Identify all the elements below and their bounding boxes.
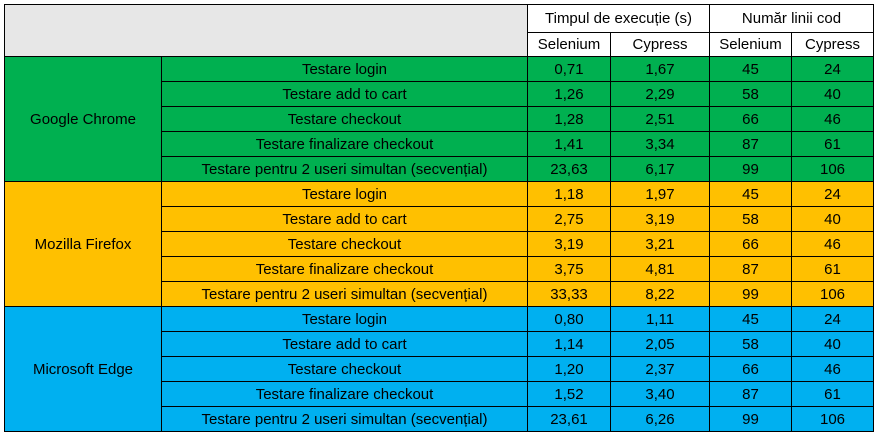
time-selenium-value: 33,33 (527, 281, 611, 307)
test-name: Testare add to cart (161, 206, 528, 232)
table-row: Testare pentru 2 useri simultan (secvenț… (4, 406, 874, 432)
time-cypress-value: 3,21 (610, 231, 710, 257)
test-name: Testare login (161, 306, 528, 332)
lines-cypress-value: 106 (791, 406, 874, 432)
time-cypress-value: 3,40 (610, 381, 710, 407)
header-lines-selenium: Selenium (709, 32, 792, 57)
lines-cypress-value: 61 (791, 131, 874, 157)
browser-label-edge: Microsoft Edge (4, 306, 162, 432)
lines-selenium-value: 58 (709, 81, 792, 107)
lines-cypress-value: 61 (791, 381, 874, 407)
lines-cypress-value: 24 (791, 181, 874, 207)
time-cypress-value: 2,37 (610, 356, 710, 382)
table-row: Testare pentru 2 useri simultan (secvenț… (4, 281, 874, 307)
lines-cypress-value: 40 (791, 81, 874, 107)
lines-selenium-value: 58 (709, 331, 792, 357)
test-name: Testare pentru 2 useri simultan (secvenț… (161, 406, 528, 432)
lines-selenium-value: 45 (709, 56, 792, 82)
time-selenium-value: 1,18 (527, 181, 611, 207)
test-name: Testare add to cart (161, 331, 528, 357)
results-table: Timpul de execuție (s) Număr linii cod S… (4, 4, 874, 432)
lines-cypress-value: 40 (791, 206, 874, 232)
lines-selenium-value: 66 (709, 106, 792, 132)
header-time-cypress: Cypress (610, 32, 710, 57)
table-row: Mozilla Firefox Testare login 1,18 1,97 … (4, 181, 874, 307)
test-name: Testare login (161, 181, 528, 207)
time-selenium-value: 0,71 (527, 56, 611, 82)
header-code-lines: Număr linii cod (709, 4, 874, 33)
time-cypress-value: 3,19 (610, 206, 710, 232)
test-name: Testare checkout (161, 231, 528, 257)
lines-selenium-value: 45 (709, 306, 792, 332)
time-cypress-value: 2,29 (610, 81, 710, 107)
time-cypress-value: 8,22 (610, 281, 710, 307)
lines-cypress-value: 24 (791, 306, 874, 332)
lines-cypress-value: 61 (791, 256, 874, 282)
lines-cypress-value: 106 (791, 281, 874, 307)
time-cypress-value: 2,51 (610, 106, 710, 132)
lines-selenium-value: 45 (709, 181, 792, 207)
time-cypress-value: 1,67 (610, 56, 710, 82)
time-cypress-value: 2,05 (610, 331, 710, 357)
test-name: Testare checkout (161, 356, 528, 382)
time-selenium-value: 3,19 (527, 231, 611, 257)
test-name: Testare add to cart (161, 81, 528, 107)
lines-cypress-value: 106 (791, 156, 874, 182)
lines-selenium-value: 87 (709, 381, 792, 407)
lines-cypress-value: 24 (791, 56, 874, 82)
lines-cypress-value: 46 (791, 106, 874, 132)
time-selenium-value: 2,75 (527, 206, 611, 232)
header-lines-cypress: Cypress (791, 32, 874, 57)
time-cypress-value: 3,34 (610, 131, 710, 157)
table-row: Microsoft Edge Testare login 0,80 1,11 4… (4, 306, 874, 432)
test-name: Testare finalizare checkout (161, 381, 528, 407)
test-name: Testare login (161, 56, 528, 82)
test-name: Testare finalizare checkout (161, 256, 528, 282)
test-name: Testare pentru 2 useri simultan (secvenț… (161, 156, 528, 182)
time-selenium-value: 3,75 (527, 256, 611, 282)
time-cypress-value: 1,11 (610, 306, 710, 332)
test-name: Testare pentru 2 useri simultan (secvenț… (161, 281, 528, 307)
time-selenium-value: 1,26 (527, 81, 611, 107)
time-selenium-value: 1,14 (527, 331, 611, 357)
lines-cypress-value: 40 (791, 331, 874, 357)
time-selenium-value: 1,28 (527, 106, 611, 132)
test-name: Testare checkout (161, 106, 528, 132)
lines-selenium-value: 66 (709, 356, 792, 382)
header-corner-cell (4, 4, 528, 57)
time-selenium-value: 23,61 (527, 406, 611, 432)
time-selenium-value: 1,41 (527, 131, 611, 157)
lines-selenium-value: 87 (709, 256, 792, 282)
table-row: Testare add to cart 1,26 2,29 58 40 (4, 81, 874, 107)
lines-cypress-value: 46 (791, 231, 874, 257)
browser-label-chrome: Google Chrome (4, 56, 162, 182)
test-name: Testare finalizare checkout (161, 131, 528, 157)
time-selenium-value: 1,52 (527, 381, 611, 407)
time-cypress-value: 4,81 (610, 256, 710, 282)
lines-selenium-value: 66 (709, 231, 792, 257)
header-time-selenium: Selenium (527, 32, 611, 57)
browser-label-firefox: Mozilla Firefox (4, 181, 162, 307)
lines-selenium-value: 99 (709, 281, 792, 307)
table-row: Google Chrome Testare login 0,71 1,67 45… (4, 56, 874, 182)
lines-selenium-value: 99 (709, 156, 792, 182)
time-cypress-value: 6,17 (610, 156, 710, 182)
header-execution-time: Timpul de execuție (s) (527, 4, 710, 33)
time-selenium-value: 23,63 (527, 156, 611, 182)
lines-selenium-value: 87 (709, 131, 792, 157)
time-cypress-value: 1,97 (610, 181, 710, 207)
time-selenium-value: 1,20 (527, 356, 611, 382)
time-selenium-value: 0,80 (527, 306, 611, 332)
lines-selenium-value: 99 (709, 406, 792, 432)
lines-selenium-value: 58 (709, 206, 792, 232)
lines-cypress-value: 46 (791, 356, 874, 382)
time-cypress-value: 6,26 (610, 406, 710, 432)
